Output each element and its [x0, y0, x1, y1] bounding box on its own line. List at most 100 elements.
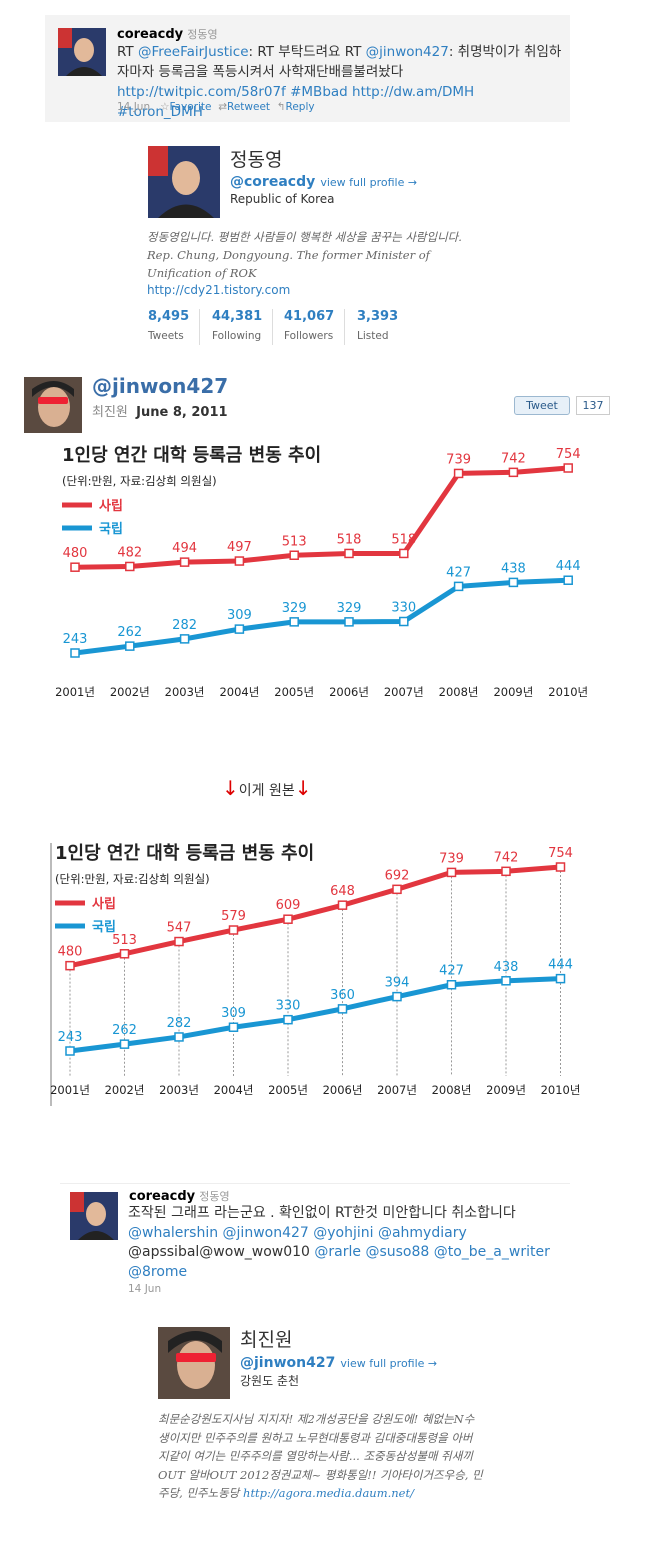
- favorite[interactable]: Favorite: [169, 101, 212, 113]
- x-tick-label: 2006년: [329, 685, 369, 699]
- value-label: 329: [337, 601, 362, 616]
- tweet-meta: 14 Jun ☆Favorite ⇄Retweet ↰Reply: [117, 101, 315, 113]
- marker: [119, 949, 130, 959]
- legend-label: 사립: [92, 896, 116, 912]
- stat-label[interactable]: Following: [212, 330, 262, 342]
- value-label: 282: [172, 618, 197, 633]
- value-label: 609: [276, 898, 301, 913]
- tweet-header: coreacdy 정동영: [117, 26, 218, 42]
- button-label[interactable]: Tweet: [526, 399, 558, 412]
- stat-value[interactable]: 3,393: [357, 309, 399, 324]
- location: 강원도 춘천: [240, 1374, 300, 1388]
- handle[interactable]: @coreacdy: [230, 174, 316, 190]
- avatar: [70, 1192, 118, 1240]
- text: : 취명박이가 취임하자마자 등록금을 폭등시켜서 사학재단배를불려놨다: [117, 44, 562, 80]
- value-label: 692: [385, 868, 410, 883]
- tweet-card: [60, 1183, 570, 1298]
- stat[interactable]: 41,067 Followers: [284, 309, 346, 345]
- value-label: 360: [330, 988, 355, 1003]
- stat-label[interactable]: Listed: [357, 330, 389, 342]
- view-profile[interactable]: view full profile →: [340, 1357, 438, 1370]
- x-tick-label: 2002년: [110, 685, 150, 699]
- display-name: 정동영: [199, 1190, 230, 1203]
- value-label: 482: [117, 545, 142, 560]
- link[interactable]: http://twitpic.com/58r07f #MBbad http://…: [117, 84, 475, 120]
- avatar: [24, 377, 82, 433]
- link[interactable]: @rarle @suso88 @to_be_a_writer @8rome: [128, 1244, 550, 1280]
- marker: [446, 979, 457, 990]
- value-label: 427: [439, 964, 464, 979]
- stat-label[interactable]: Tweets: [148, 330, 184, 342]
- marker: [289, 550, 299, 561]
- x-tick-label: 2005년: [274, 685, 314, 699]
- chart-title: 1인당 연간 대학 등록금 변동 추이: [55, 842, 314, 864]
- caption: ↓이게 원본↓: [222, 776, 312, 800]
- value-label: 494: [172, 541, 197, 556]
- value-label: 518: [337, 532, 362, 547]
- x-tick-label: 2004년: [214, 1083, 254, 1097]
- stat-value[interactable]: 41,067: [284, 309, 335, 324]
- retweet[interactable]: Retweet: [227, 101, 271, 113]
- stat[interactable]: 8,495 Tweets: [148, 309, 201, 345]
- series-line: [69, 976, 561, 1054]
- stat[interactable]: 3,393 Listed: [357, 309, 408, 345]
- view-profile[interactable]: view full profile →: [320, 176, 418, 189]
- x-tick-label: 2009년: [493, 685, 533, 699]
- post-date: June 8, 2011: [136, 405, 228, 420]
- x-tick-label: 2007년: [377, 1083, 417, 1097]
- marker: [234, 556, 245, 566]
- value-label: 513: [112, 933, 137, 948]
- value-label: 262: [112, 1023, 137, 1038]
- avatar: [158, 1327, 230, 1399]
- profile-handle-row: @jinwon427 view full profile →: [240, 1352, 437, 1371]
- marker: [501, 976, 511, 986]
- marker: [501, 866, 511, 877]
- link[interactable]: @jinwon427: [365, 44, 449, 60]
- legend-label: 국립: [92, 920, 116, 935]
- location: Republic of Korea: [230, 192, 335, 206]
- value-label: 309: [221, 1006, 246, 1021]
- tweet-button[interactable]: Tweet: [514, 396, 570, 415]
- stat-value[interactable]: 44,381: [212, 309, 263, 324]
- reply[interactable]: Reply: [285, 101, 315, 113]
- value-label: 480: [58, 945, 83, 960]
- marker: [174, 1032, 184, 1042]
- legend-label: 사립: [99, 498, 123, 514]
- link[interactable]: @FreeFairJustice: [137, 44, 249, 60]
- value-label: 330: [276, 999, 301, 1014]
- user[interactable]: coreacdy: [117, 27, 184, 42]
- value-label: 497: [227, 540, 252, 555]
- value-label: 739: [439, 851, 464, 866]
- marker: [453, 468, 464, 479]
- legend-label: 국립: [99, 522, 123, 537]
- user[interactable]: coreacdy: [129, 1189, 196, 1204]
- url[interactable]: http://cdy21.tistory.com: [147, 283, 291, 297]
- x-tick-label: 2010년: [548, 685, 588, 699]
- stats: 8,495 Tweets 44,381 Following 41,067 Follower…: [148, 309, 468, 345]
- marker: [125, 641, 135, 651]
- text: 조작된 그래프 라는군요 . 확인없이 RT한것 미안합니다 취소합니다: [128, 1205, 516, 1221]
- stat-label[interactable]: Followers: [284, 330, 334, 342]
- chart-title: 1인당 연간 대학 등록금 변동 추이: [62, 444, 321, 466]
- x-tick-label: 2008년: [439, 685, 479, 699]
- link[interactable]: http://agora.media.daum.net/: [243, 1486, 414, 1500]
- marker: [228, 925, 239, 935]
- value-label: 438: [501, 561, 526, 576]
- marker: [563, 575, 573, 585]
- chart-subtitle: (단위:만원, 자료:김상희 의원실): [55, 872, 210, 886]
- marker: [65, 960, 75, 971]
- marker: [337, 900, 348, 910]
- handle[interactable]: @jinwon427: [240, 1355, 336, 1371]
- marker: [453, 581, 464, 592]
- marker: [119, 1039, 130, 1049]
- display-name: 정동영: [187, 28, 218, 41]
- stat[interactable]: 44,381 Following: [212, 309, 274, 345]
- post-handle[interactable]: @jinwon427: [92, 374, 229, 398]
- arrow: ↓: [294, 776, 312, 800]
- stat-value[interactable]: 8,495: [148, 309, 190, 324]
- date[interactable]: 14 Jun: [117, 101, 151, 113]
- link[interactable]: @whalershin @jinwon427 @yohjini @ahmydia…: [128, 1224, 467, 1241]
- marker: [508, 467, 519, 478]
- value-label: 739: [446, 452, 471, 467]
